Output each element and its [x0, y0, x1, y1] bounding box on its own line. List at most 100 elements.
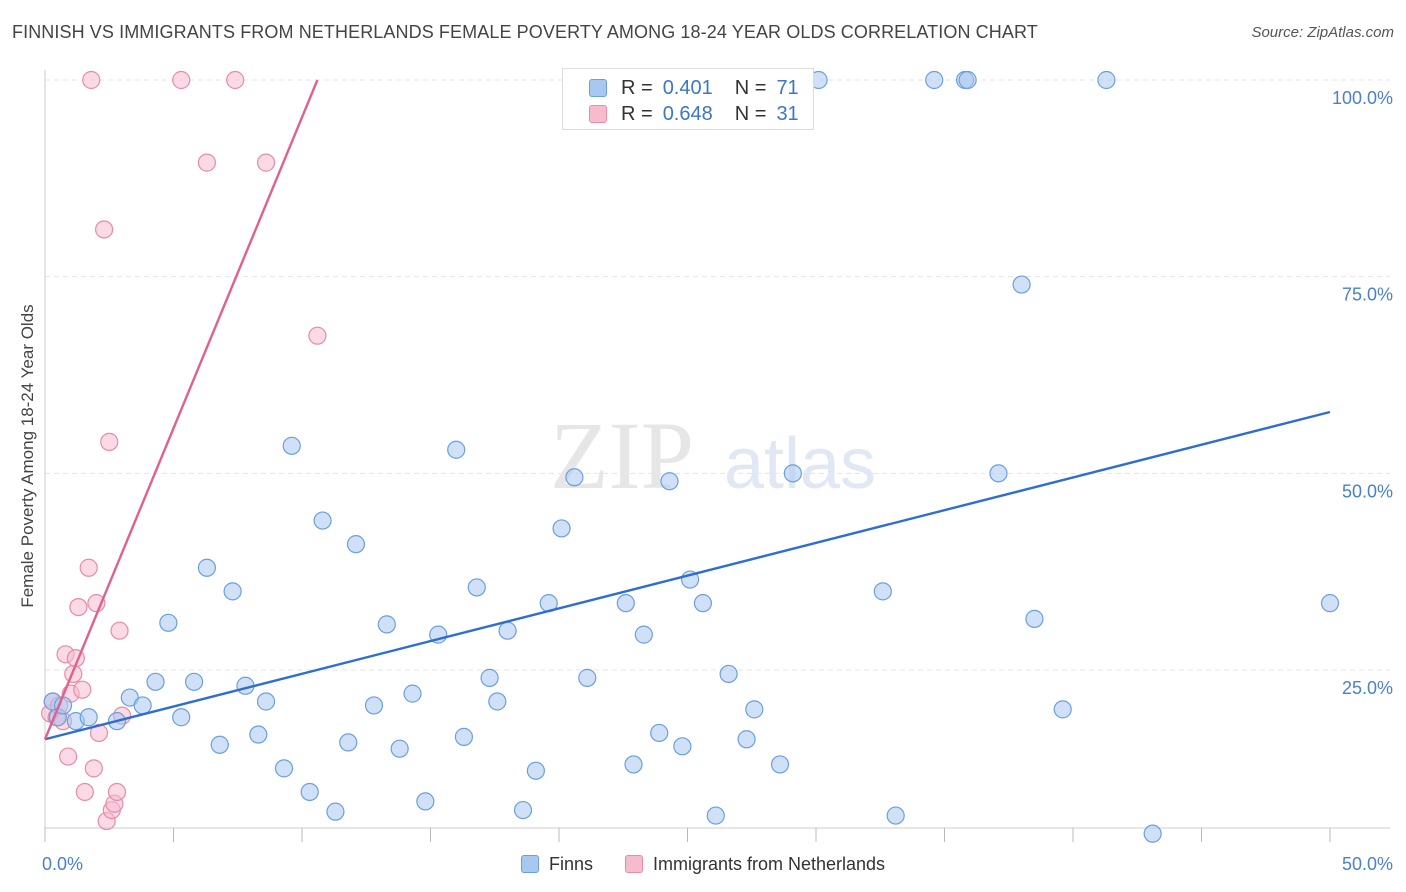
finns-point [650, 723, 669, 743]
finns-point [873, 582, 892, 601]
finns-point [624, 755, 643, 774]
finns-trend-line [44, 410, 1331, 741]
netherlands-swatch [624, 855, 643, 873]
legend-row-finns: R = 0.401 N = 71 [589, 75, 799, 101]
r-label: R = [621, 76, 653, 99]
finns-point [693, 594, 713, 613]
netherlands-point [95, 220, 114, 239]
netherlands-point [256, 153, 276, 172]
finns-point [1025, 609, 1044, 628]
finns-point [416, 792, 435, 811]
finns-n-value: 71 [776, 76, 799, 99]
netherlands-point [172, 70, 191, 90]
finns-point [326, 802, 345, 821]
y-tick-label: 75.0% [1342, 285, 1393, 305]
netherlands-r-value: 0.648 [662, 102, 713, 125]
finns-point [989, 464, 1008, 483]
netherlands-point [110, 621, 129, 640]
finns-point [172, 708, 191, 727]
netherlands-point [79, 558, 98, 577]
finns-point [480, 668, 499, 687]
finns-point [274, 759, 294, 778]
finns-point [447, 440, 466, 459]
netherlands-point [75, 782, 94, 802]
finns-point [184, 672, 204, 691]
netherlands-swatch [589, 105, 607, 123]
gridlines [45, 79, 1390, 671]
finns-point [513, 800, 533, 820]
correlation-legend: R = 0.401 N = 71 R = 0.648 N = 31 [562, 68, 814, 130]
finns-point [313, 511, 332, 530]
finns-point [390, 739, 409, 758]
x-tick-label: 50.0% [1342, 854, 1393, 874]
legend-netherlands-label: Immigrants from Netherlands [652, 853, 886, 874]
finns-point [403, 684, 422, 703]
finns-point [498, 621, 517, 640]
netherlands-point [107, 782, 127, 802]
finns-point [146, 672, 165, 691]
finns-point [1097, 70, 1116, 90]
finns-point [616, 594, 635, 613]
finns-point [256, 692, 276, 711]
finns-point [783, 464, 802, 483]
netherlands-trend-line [43, 79, 319, 740]
chart-title: FINNISH VS IMMIGRANTS FROM NETHERLANDS F… [12, 22, 1038, 42]
axes [44, 70, 1390, 842]
finns-point [1320, 594, 1340, 613]
finns-point [673, 737, 692, 756]
watermark: ZIP atlas [550, 402, 876, 509]
finns-point [886, 806, 905, 825]
netherlands-point [69, 597, 88, 617]
n-label: N = [734, 102, 767, 125]
finns-r-value: 0.401 [662, 76, 713, 99]
finns-point [578, 668, 597, 687]
finns-swatch [589, 79, 607, 97]
finns-point [737, 730, 756, 749]
n-label: N = [734, 76, 767, 99]
finns-point [958, 70, 977, 90]
r-label: R = [621, 102, 653, 125]
finns-point [565, 468, 584, 487]
finns-point [454, 727, 474, 746]
legend-item-netherlands: Immigrants from Netherlands [624, 853, 886, 875]
finns-point [249, 725, 268, 744]
netherlands-n-value: 31 [776, 102, 799, 125]
finns-point [1012, 275, 1031, 294]
x-tick-label: 0.0% [42, 854, 83, 874]
finns-point [377, 615, 396, 634]
finns-point [488, 692, 507, 711]
finns-point [719, 664, 738, 684]
finns-point [346, 535, 366, 554]
finns-point [1053, 700, 1072, 719]
source-credit: Source: ZipAtlas.com [1251, 24, 1394, 41]
legend-item-finns: Finns [520, 853, 593, 875]
finns-point [210, 735, 229, 754]
finns-swatch [520, 855, 539, 873]
finns-point [300, 782, 319, 802]
finns-point [282, 436, 301, 455]
netherlands-point [82, 70, 101, 90]
tick-labels: 25.0% 50.0% 75.0% 100.0% 0.0% 50.0% [42, 88, 1393, 874]
y-tick-label: 25.0% [1342, 678, 1393, 698]
finns-point [925, 70, 944, 90]
finns-points [43, 70, 1340, 843]
legend-finns-label: Finns [548, 853, 593, 874]
finns-point [552, 519, 571, 538]
netherlands-point [226, 70, 245, 90]
watermark-atlas: atlas [724, 424, 876, 504]
netherlands-point [59, 747, 78, 766]
finns-point [706, 806, 725, 825]
series-legend: Finns Immigrants from Netherlands [0, 852, 1406, 876]
finns-point [770, 755, 790, 774]
finns-point [364, 696, 384, 715]
legend-row-netherlands: R = 0.648 N = 31 [589, 101, 799, 127]
finns-point [467, 578, 486, 597]
finns-point [159, 613, 178, 632]
trend-lines [43, 79, 1331, 741]
finns-point [133, 696, 152, 715]
finns-point [1143, 824, 1162, 843]
finns-point [745, 700, 764, 719]
y-tick-label: 50.0% [1342, 481, 1393, 501]
netherlands-point [84, 759, 103, 778]
